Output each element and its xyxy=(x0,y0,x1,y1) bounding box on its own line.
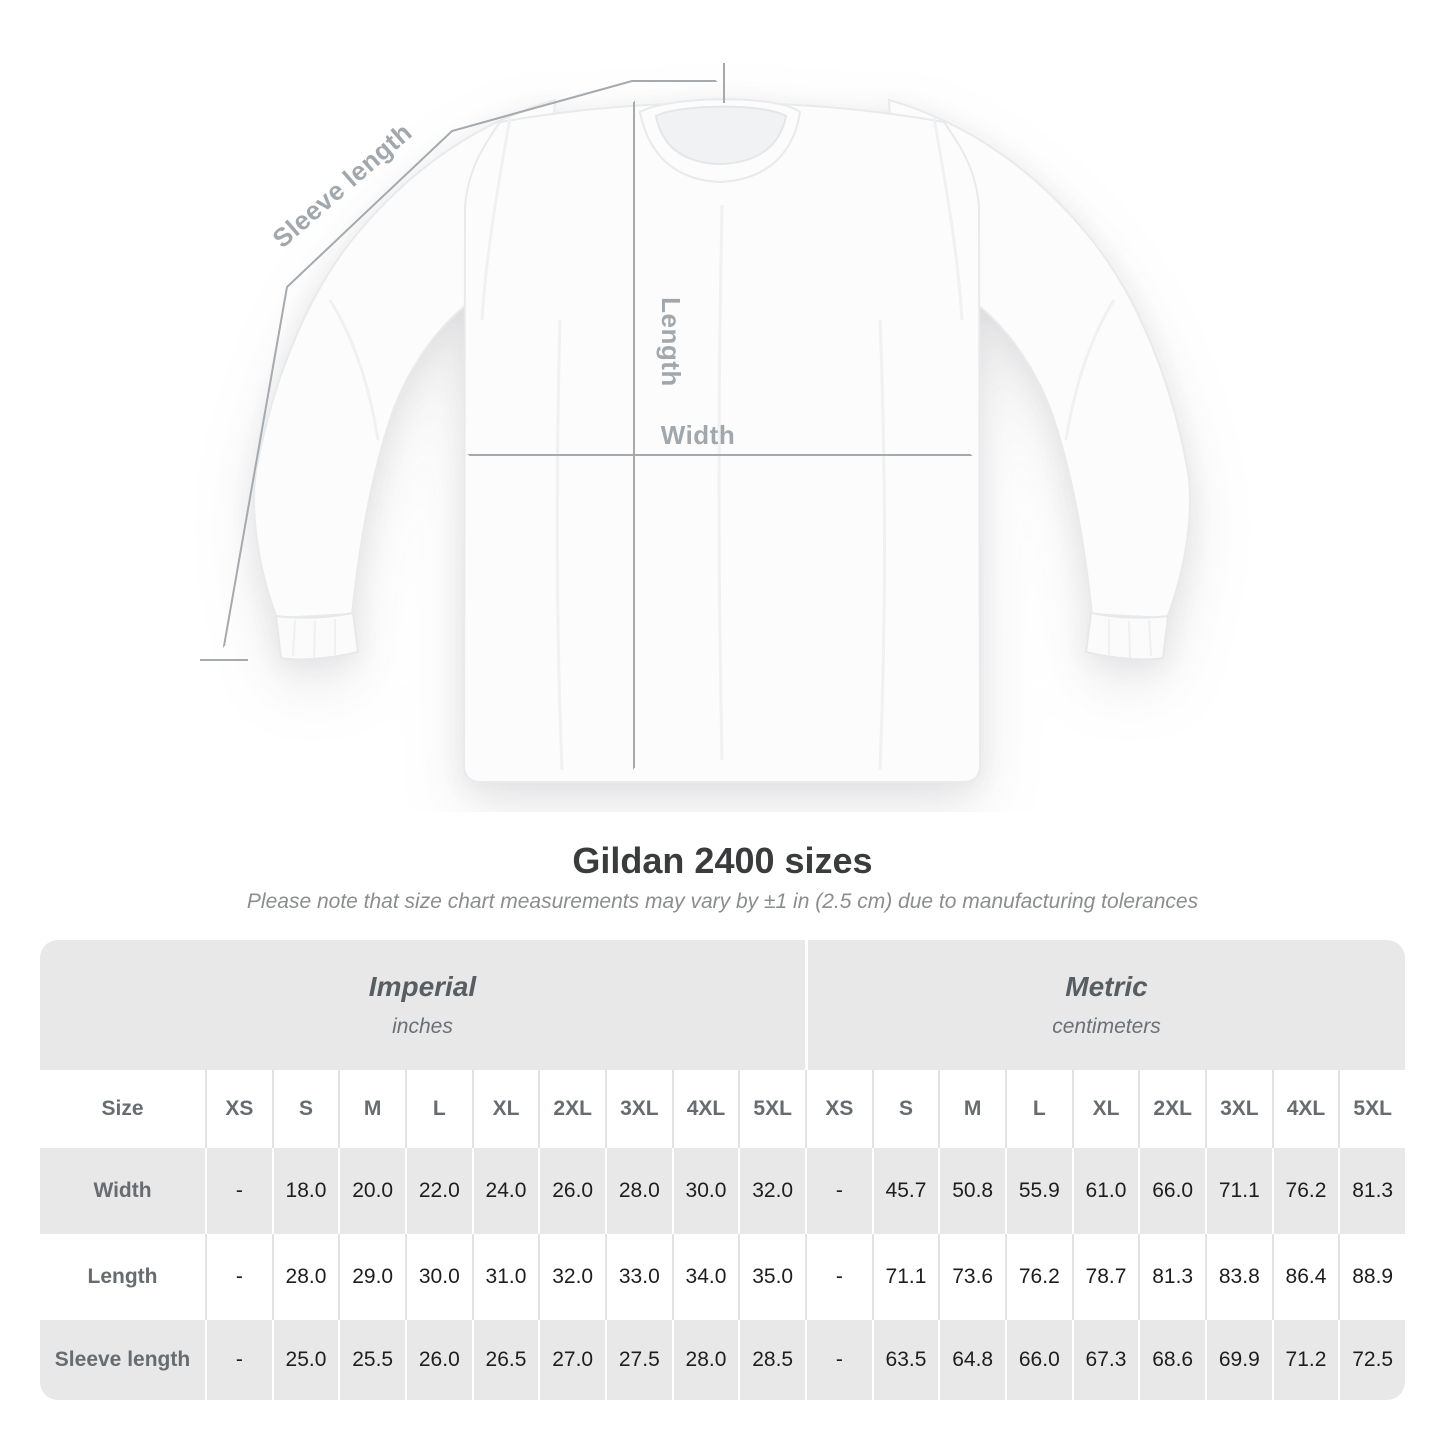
size-value-cell: 32.0 xyxy=(538,1234,605,1320)
unit-header-row: Imperial inches Metric centimeters xyxy=(40,940,1405,1070)
size-header-cell: XL xyxy=(1071,1070,1139,1148)
size-value-cell: - xyxy=(804,1320,872,1400)
size-value-cell: 88.9 xyxy=(1338,1234,1405,1320)
row-label: Sleeve length xyxy=(54,1348,191,1371)
size-header-cell: 4XL xyxy=(671,1070,739,1148)
size-header-cell: M xyxy=(938,1070,1005,1148)
imperial-section-header: Imperial inches xyxy=(40,940,805,1070)
size-value-cell: 30.0 xyxy=(404,1234,472,1320)
size-value-cell: 20.0 xyxy=(338,1148,405,1234)
size-value-cell: 28.0 xyxy=(271,1234,339,1320)
size-col-header: Size xyxy=(101,1097,144,1120)
size-header-cell: L xyxy=(404,1070,472,1148)
imperial-unit: inches xyxy=(392,1015,453,1038)
size-header-cell: M xyxy=(338,1070,405,1148)
size-header-cell: 2XL xyxy=(1138,1070,1205,1148)
size-value-cell: 71.1 xyxy=(871,1234,939,1320)
size-header-cell: XL xyxy=(471,1070,539,1148)
size-value-cell: - xyxy=(804,1148,872,1234)
size-value-cell: 83.8 xyxy=(1204,1234,1272,1320)
size-value-cell: 25.5 xyxy=(338,1320,405,1400)
size-value-cell: 26.0 xyxy=(538,1148,605,1234)
length-measure: Length xyxy=(634,102,686,768)
size-value-cell: 27.0 xyxy=(538,1320,605,1400)
right-cuff-ribs xyxy=(1108,619,1152,659)
size-value-cell: 66.0 xyxy=(1004,1320,1072,1400)
size-value-cell: 81.3 xyxy=(1338,1148,1405,1234)
size-value-cell: 30.0 xyxy=(671,1148,739,1234)
size-value-cell: 26.5 xyxy=(471,1320,539,1400)
size-value-cell: 63.5 xyxy=(871,1320,939,1400)
shirt-measurement-diagram: Sleeve length Length Width xyxy=(200,63,1191,783)
size-value-cell: 72.5 xyxy=(1338,1320,1405,1400)
size-header-cell: S xyxy=(871,1070,939,1148)
size-value-cell: 86.4 xyxy=(1271,1234,1339,1320)
size-value-cell: 29.0 xyxy=(338,1234,405,1320)
metric-unit: centimeters xyxy=(1052,1015,1161,1038)
size-value-cell: 67.3 xyxy=(1071,1320,1139,1400)
size-value-cell: 26.0 xyxy=(404,1320,472,1400)
size-value-cell: 33.0 xyxy=(604,1234,672,1320)
length-label: Length xyxy=(656,297,686,387)
size-value-cell: 32.0 xyxy=(738,1148,805,1234)
sleeve-length-line xyxy=(224,80,716,646)
size-header-cell: XS xyxy=(205,1070,272,1148)
size-value-cell: 18.0 xyxy=(271,1148,339,1234)
size-value-cell: 76.2 xyxy=(1271,1148,1339,1234)
size-value-cell: 24.0 xyxy=(471,1148,539,1234)
size-value-cell: 22.0 xyxy=(404,1148,472,1234)
size-header-row: Size XS S M L XL 2XL 3XL 4XL 5XL XS S M … xyxy=(40,1070,1405,1148)
table-row-width: Width - 18.0 20.0 22.0 24.0 26.0 28.0 30… xyxy=(40,1148,1405,1234)
size-value-cell: 31.0 xyxy=(471,1234,539,1320)
size-value-cell: 45.7 xyxy=(871,1148,939,1234)
row-label: Length xyxy=(87,1265,158,1288)
size-header-cell: L xyxy=(1004,1070,1072,1148)
size-value-cell: 25.0 xyxy=(271,1320,339,1400)
size-header-cell: 2XL xyxy=(538,1070,605,1148)
table-row-sleeve-length: Sleeve length - 25.0 25.5 26.0 26.5 27.0… xyxy=(40,1320,1405,1400)
imperial-title: Imperial xyxy=(368,971,477,1002)
size-value-cell: 50.8 xyxy=(938,1148,1005,1234)
size-value-cell: 61.0 xyxy=(1071,1148,1139,1234)
size-value-cell: 34.0 xyxy=(671,1234,739,1320)
size-value-cell: 81.3 xyxy=(1138,1234,1205,1320)
size-header-cell: 5XL xyxy=(1338,1070,1405,1148)
size-value-cell: 73.6 xyxy=(938,1234,1005,1320)
width-measure: Width xyxy=(469,420,971,455)
size-value-cell: 78.7 xyxy=(1071,1234,1139,1320)
size-header-cell: 3XL xyxy=(1204,1070,1272,1148)
size-value-cell: 28.0 xyxy=(671,1320,739,1400)
size-header-cell: S xyxy=(271,1070,339,1148)
size-value-cell: 28.0 xyxy=(604,1148,672,1234)
size-value-cell: 35.0 xyxy=(738,1234,805,1320)
size-value-cell: - xyxy=(205,1320,272,1400)
metric-title: Metric xyxy=(1065,971,1148,1002)
size-value-cell: 71.2 xyxy=(1271,1320,1339,1400)
size-table: Imperial inches Metric centimeters Size … xyxy=(40,940,1405,1400)
page-title: Gildan 2400 sizes xyxy=(572,840,873,881)
right-cuff xyxy=(1084,611,1170,661)
size-header-cell: 5XL xyxy=(738,1070,805,1148)
row-label: Width xyxy=(93,1179,152,1202)
metric-section-header: Metric centimeters xyxy=(805,940,1405,1070)
table-row-length: Length - 28.0 29.0 30.0 31.0 32.0 33.0 3… xyxy=(40,1234,1405,1320)
size-value-cell: 69.9 xyxy=(1204,1320,1272,1400)
width-label: Width xyxy=(661,420,735,450)
tolerance-note: Please note that size chart measurements… xyxy=(246,890,1199,913)
size-value-cell: 27.5 xyxy=(604,1320,672,1400)
size-value-cell: - xyxy=(205,1234,272,1320)
size-value-cell: 76.2 xyxy=(1004,1234,1072,1320)
size-header-cell: XS xyxy=(804,1070,872,1148)
size-value-cell: 55.9 xyxy=(1004,1148,1072,1234)
size-header-cell: 4XL xyxy=(1271,1070,1339,1148)
size-value-cell: 64.8 xyxy=(938,1320,1005,1400)
size-value-cell: 68.6 xyxy=(1138,1320,1205,1400)
size-value-cell: 66.0 xyxy=(1138,1148,1205,1234)
size-value-cell: - xyxy=(205,1148,272,1234)
size-header-cell: 3XL xyxy=(604,1070,672,1148)
size-value-cell: 71.1 xyxy=(1204,1148,1272,1234)
size-value-cell: - xyxy=(804,1234,872,1320)
left-cuff xyxy=(274,611,360,661)
size-value-cell: 28.5 xyxy=(738,1320,805,1400)
